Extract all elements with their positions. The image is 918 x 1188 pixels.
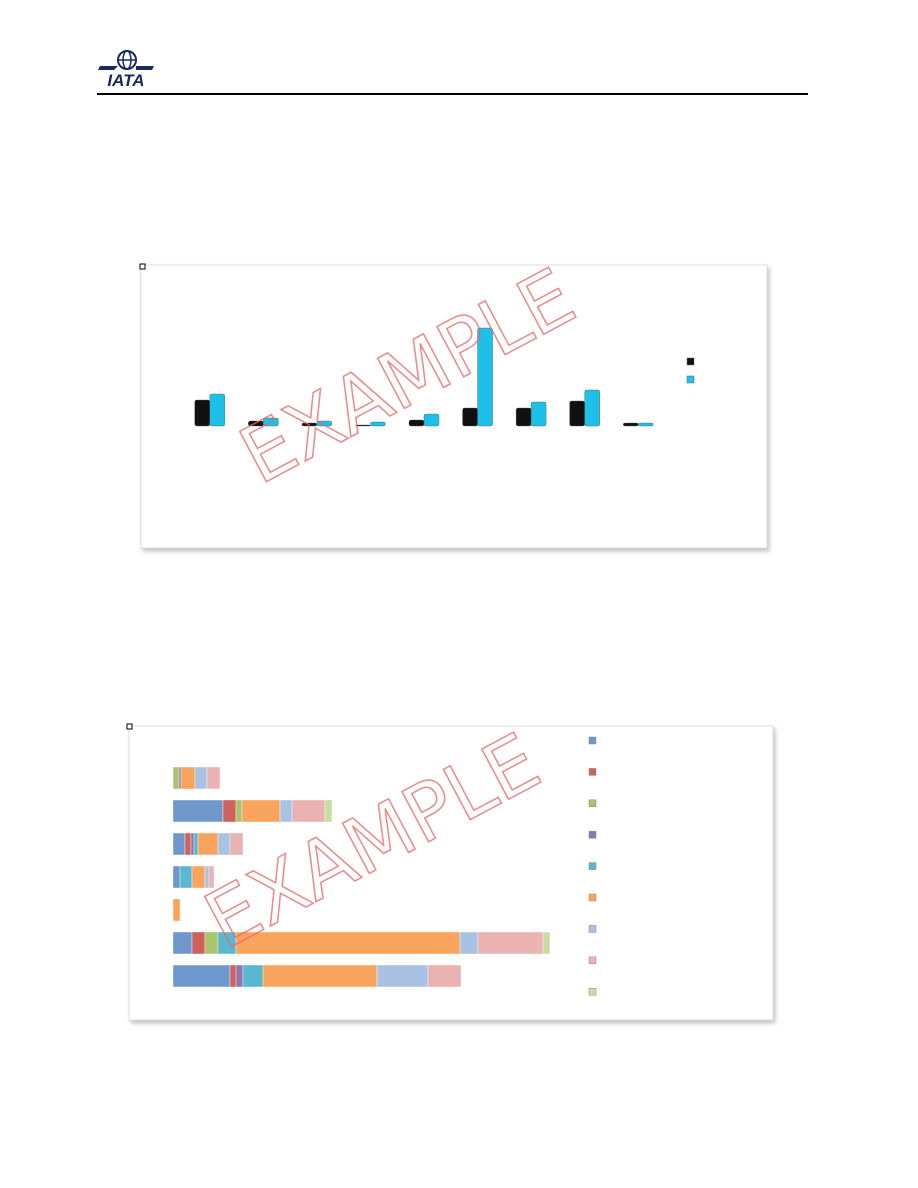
chart-1 xyxy=(194,327,695,427)
bar-segment xyxy=(241,799,281,823)
legend-swatch xyxy=(686,357,695,366)
bar-segment xyxy=(172,964,231,988)
bar-segment xyxy=(179,865,193,889)
bar-segment xyxy=(427,964,462,988)
bar-segment xyxy=(324,799,333,823)
bar-segment xyxy=(459,931,479,955)
bar xyxy=(370,421,386,427)
bar-segment xyxy=(172,898,181,922)
legend-swatch xyxy=(588,862,597,870)
logo-text: IATA xyxy=(107,71,144,90)
bar-segment xyxy=(208,865,215,889)
bar xyxy=(638,422,654,427)
bar-segment xyxy=(279,799,293,823)
bar-segment xyxy=(242,964,264,988)
legend-swatch xyxy=(686,375,695,384)
bar-segment xyxy=(191,931,206,955)
anchor xyxy=(139,263,146,270)
bar-segment xyxy=(229,964,237,988)
legend-swatch xyxy=(588,893,597,902)
logo: IATA xyxy=(98,50,154,90)
bar-segment xyxy=(178,766,182,790)
bar xyxy=(423,413,440,427)
bar xyxy=(316,420,333,427)
bar-segment xyxy=(172,865,181,889)
bar-segment xyxy=(235,799,243,823)
chart-2 xyxy=(172,736,597,996)
bar xyxy=(194,399,210,427)
legend-swatch xyxy=(588,956,597,965)
bar-segment xyxy=(180,766,196,790)
bar-segment xyxy=(206,766,221,790)
bar-segment xyxy=(542,931,551,955)
bar xyxy=(263,417,279,427)
bar xyxy=(515,407,532,427)
bar-segment xyxy=(229,832,244,856)
bar-segment xyxy=(477,931,544,955)
chart-frame xyxy=(140,264,768,549)
bar-segment xyxy=(197,832,219,856)
legend-swatch xyxy=(588,925,597,933)
bar xyxy=(569,400,585,427)
bar xyxy=(530,401,547,427)
bar-segment xyxy=(376,964,429,988)
bar xyxy=(209,393,225,427)
legend-swatch xyxy=(588,799,597,808)
bar-segment xyxy=(172,832,186,856)
bar-segment xyxy=(172,799,224,823)
legend-swatch xyxy=(588,768,597,776)
bar-segment xyxy=(193,832,199,856)
bar-segment xyxy=(217,832,231,856)
bar-segment xyxy=(222,799,237,823)
bar xyxy=(355,424,371,427)
bar-segment xyxy=(235,964,244,988)
bar-segment xyxy=(172,766,180,790)
bar xyxy=(477,327,493,427)
bar-segment xyxy=(172,931,193,955)
bar-segment xyxy=(184,832,192,856)
bar xyxy=(462,407,478,427)
bar xyxy=(623,422,639,427)
anchor xyxy=(126,723,133,730)
bar xyxy=(584,389,600,427)
bar-segment xyxy=(262,964,378,988)
legend-swatch xyxy=(588,987,597,996)
bar-segment xyxy=(190,832,195,856)
legend-swatch xyxy=(588,736,597,745)
legend-swatch xyxy=(588,830,597,839)
bar-segment xyxy=(194,766,208,790)
